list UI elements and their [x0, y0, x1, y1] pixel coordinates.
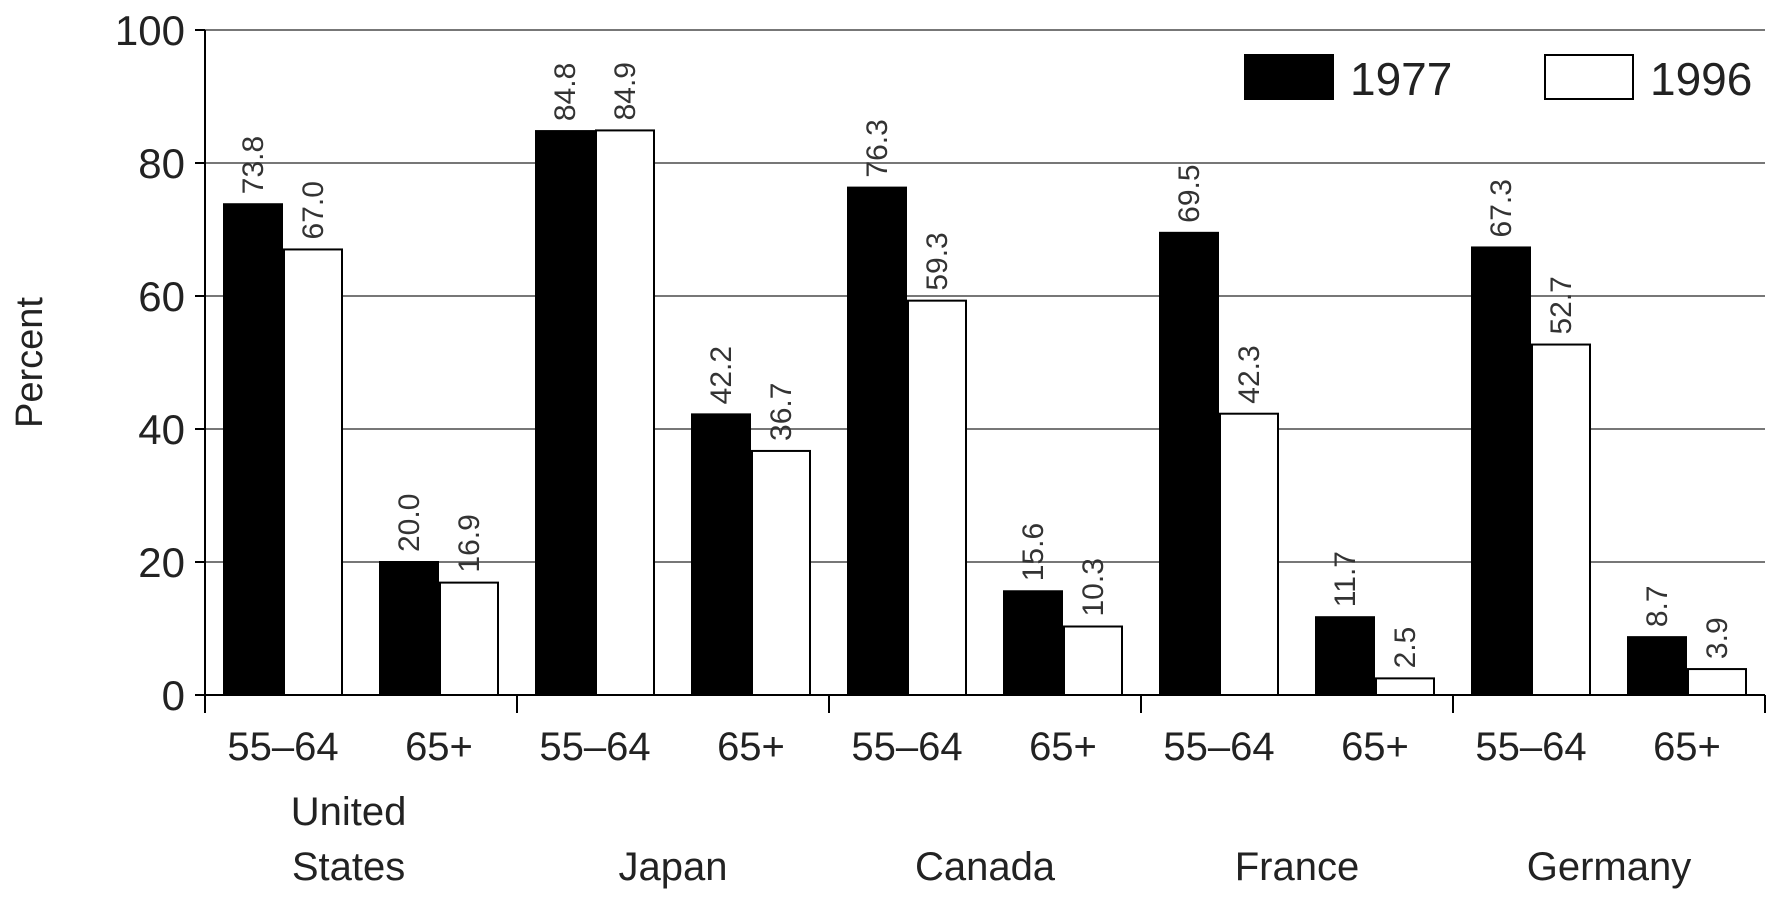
bar-1977 — [535, 130, 595, 696]
bar-1977 — [691, 413, 751, 696]
y-tick-label: 100 — [115, 7, 185, 54]
y-tick-label: 20 — [138, 539, 185, 586]
legend-label: 1996 — [1650, 53, 1752, 105]
data-label: 8.7 — [1641, 585, 1674, 627]
x-category-label: 55–64 — [1475, 725, 1586, 769]
y-tick-label: 0 — [162, 672, 185, 719]
data-label: 11.7 — [1329, 551, 1362, 607]
data-label: 42.3 — [1233, 345, 1266, 403]
country-label: Germany — [1527, 845, 1692, 889]
y-tick-label: 60 — [138, 273, 185, 320]
country-label: Canada — [915, 845, 1056, 889]
data-label: 42.2 — [705, 346, 738, 404]
data-label: 3.9 — [1701, 617, 1734, 659]
x-category-label: 65+ — [717, 725, 785, 769]
country-label: France — [1235, 845, 1360, 889]
country-label: Japan — [619, 845, 728, 889]
data-label: 84.8 — [549, 63, 582, 121]
x-category-label: 65+ — [405, 725, 473, 769]
data-label: 20.0 — [393, 494, 426, 552]
bar-1996 — [1531, 343, 1591, 696]
bar-1977 — [1471, 246, 1531, 697]
y-tick-label: 80 — [138, 140, 185, 187]
x-category-label: 65+ — [1029, 725, 1097, 769]
bar-1996 — [1219, 412, 1279, 696]
bar-1996 — [1687, 668, 1747, 697]
bar-1996 — [595, 129, 655, 697]
data-label: 10.3 — [1077, 558, 1110, 616]
data-label: 69.5 — [1173, 164, 1206, 222]
data-label: 15.6 — [1017, 523, 1050, 581]
legend-label: 1977 — [1350, 53, 1452, 105]
bar-1977 — [1003, 590, 1063, 697]
bar-1977 — [1159, 231, 1219, 696]
data-label: 52.7 — [1545, 276, 1578, 334]
bar-1996 — [1375, 677, 1435, 696]
x-category-label: 55–64 — [539, 725, 650, 769]
x-category-label: 65+ — [1653, 725, 1721, 769]
bar-1996 — [283, 248, 343, 696]
bar-1977 — [379, 561, 439, 696]
x-category-label: 55–64 — [227, 725, 338, 769]
bar-1996 — [1063, 625, 1123, 697]
y-tick-label: 40 — [138, 406, 185, 453]
bar-1977 — [1627, 636, 1687, 697]
legend-swatch-1996 — [1544, 54, 1634, 100]
country-label: United — [291, 790, 407, 834]
y-axis-label: Percent — [9, 297, 51, 428]
bar-1977 — [847, 186, 907, 696]
bar-1977 — [1315, 616, 1375, 697]
country-label: States — [292, 845, 405, 889]
data-label: 73.8 — [237, 136, 270, 194]
data-label: 76.3 — [861, 119, 894, 177]
data-label: 2.5 — [1389, 627, 1422, 669]
x-category-label: 55–64 — [851, 725, 962, 769]
bar-1996 — [751, 449, 811, 696]
data-label: 36.7 — [765, 383, 798, 441]
data-label: 67.0 — [297, 181, 330, 239]
data-label: 67.3 — [1485, 179, 1518, 237]
legend-swatch-1977 — [1244, 54, 1334, 100]
x-category-label: 55–64 — [1163, 725, 1274, 769]
bar-1977 — [223, 203, 283, 696]
x-category-label: 65+ — [1341, 725, 1409, 769]
bar-1996 — [907, 299, 967, 696]
data-label: 59.3 — [921, 232, 954, 290]
data-label: 84.9 — [609, 62, 642, 120]
data-label: 16.9 — [453, 514, 486, 572]
bar-1996 — [439, 581, 499, 696]
